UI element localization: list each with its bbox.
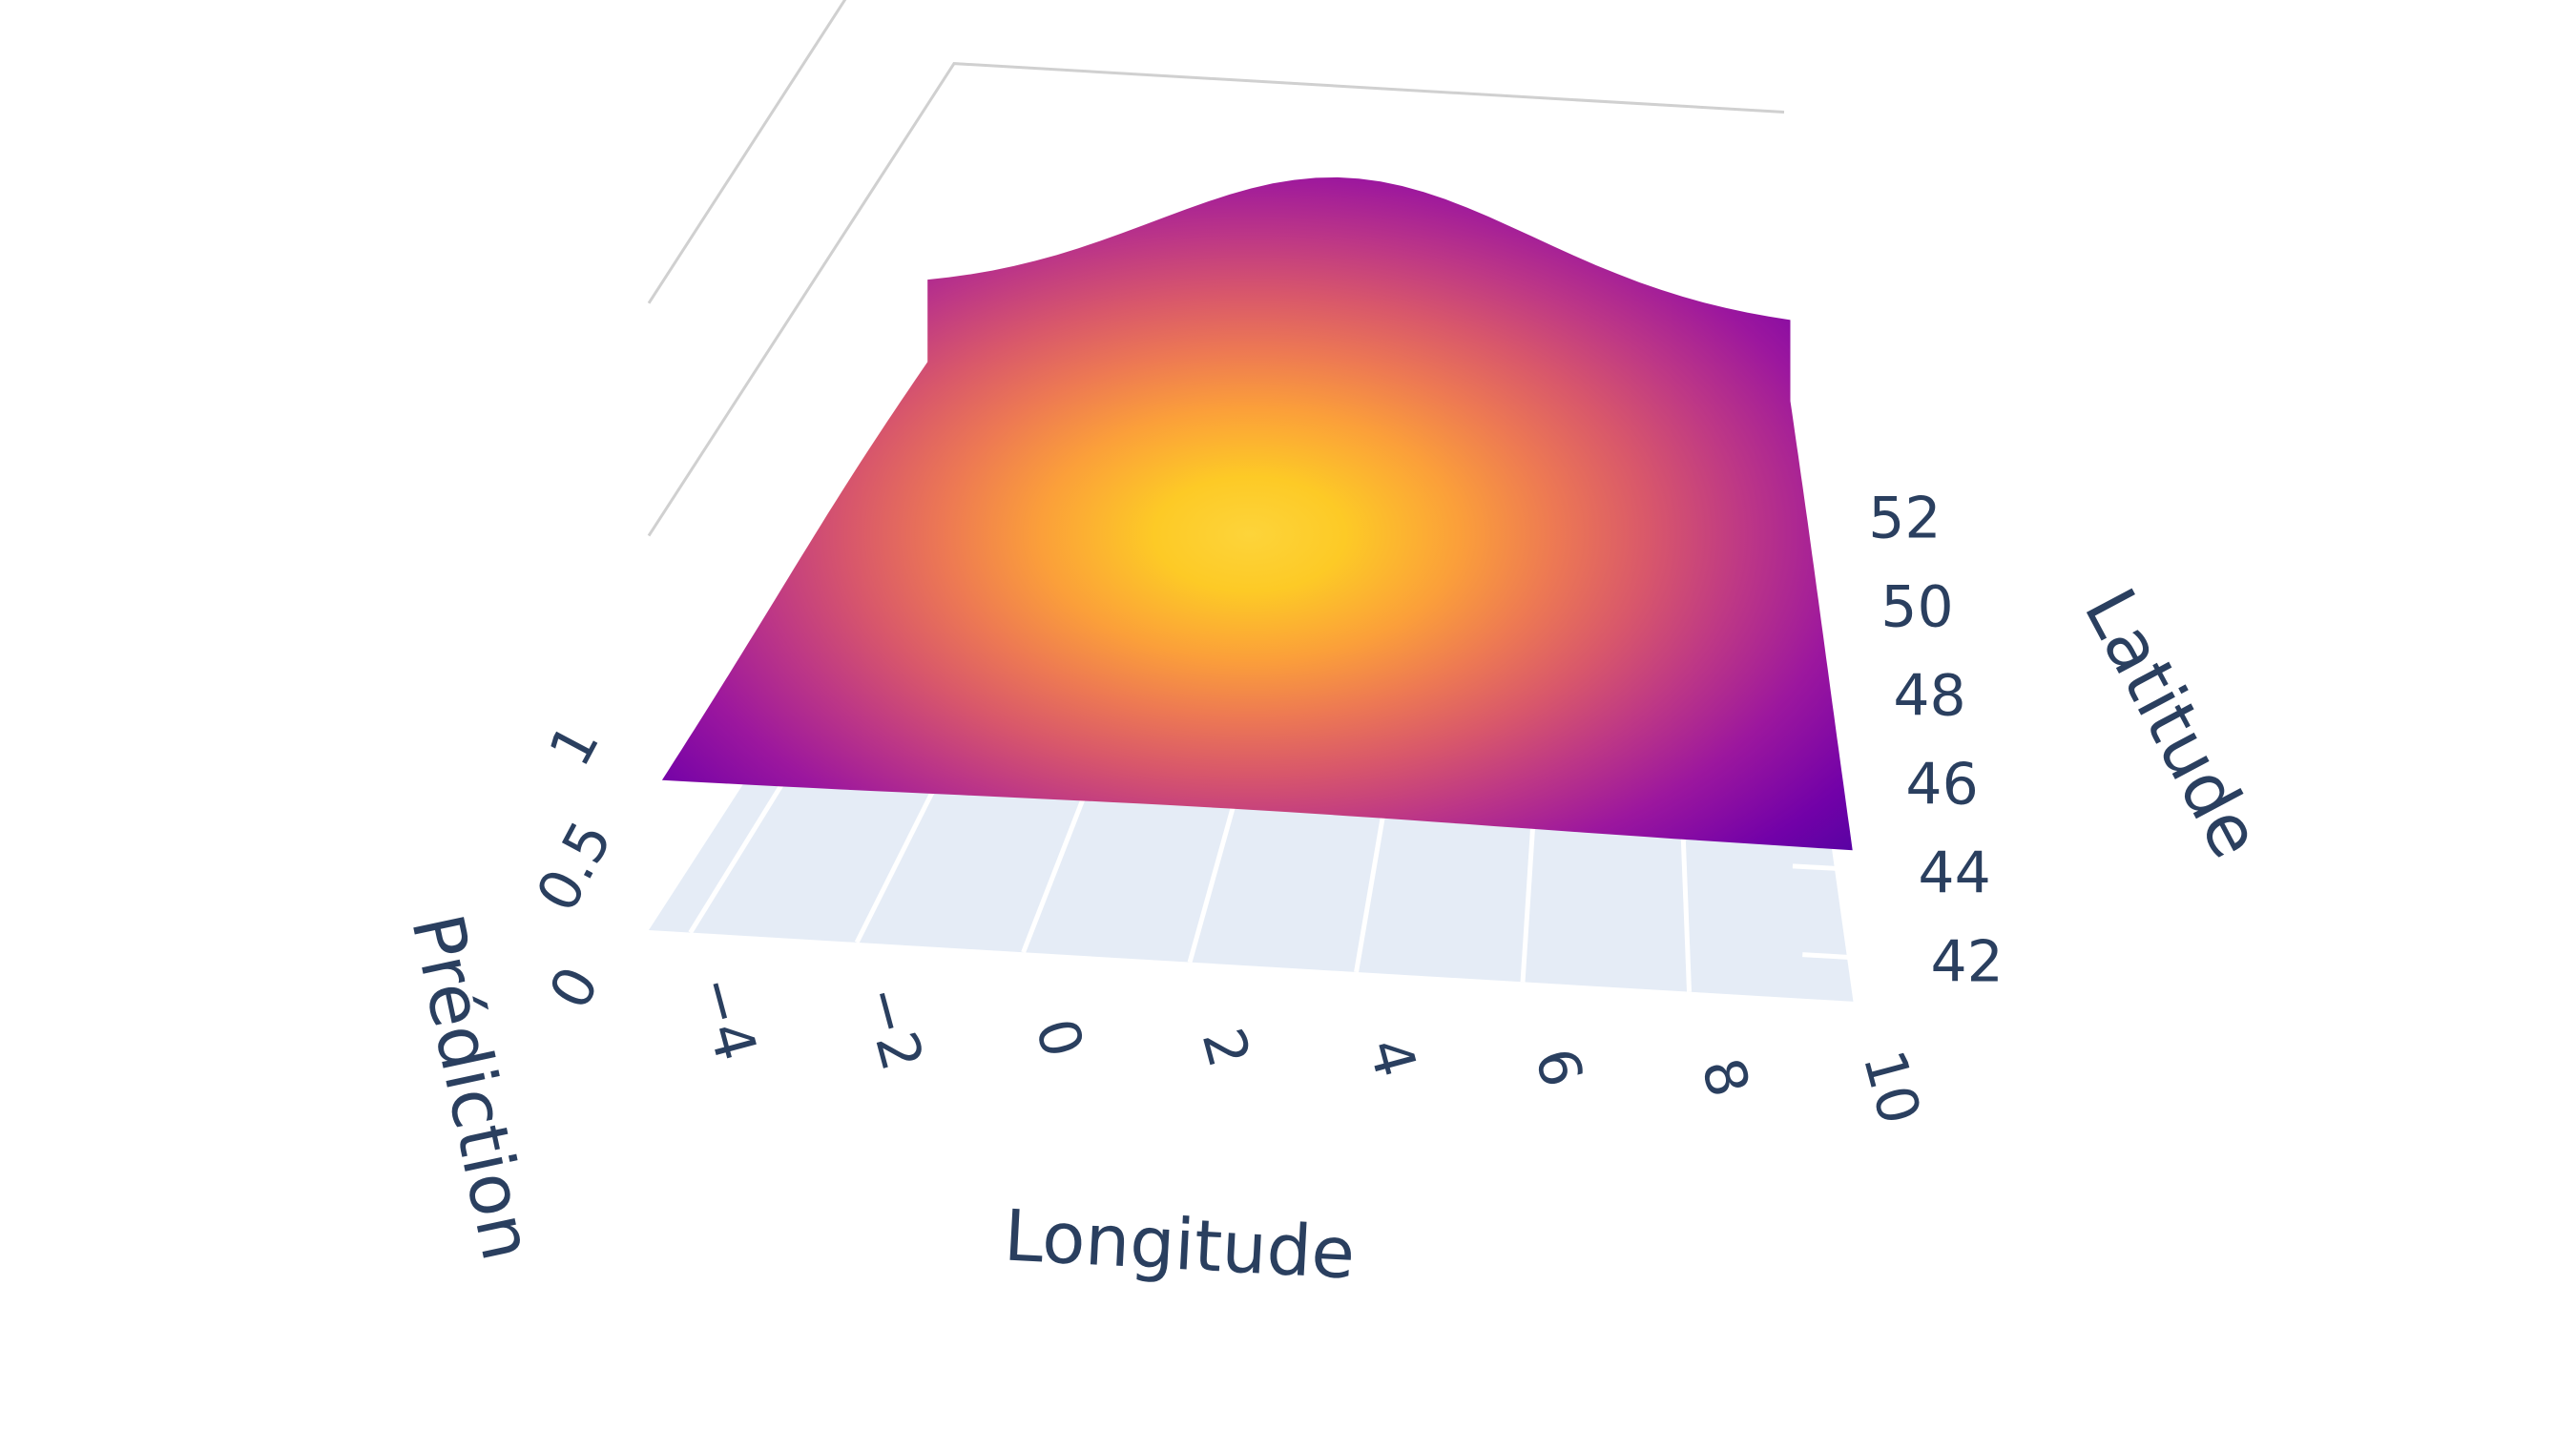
y-tick-label: 42 bbox=[1930, 928, 2003, 995]
y-tick-label: 52 bbox=[1868, 485, 1941, 551]
x-tick-label: 10 bbox=[1850, 1044, 1933, 1131]
surface bbox=[661, 176, 1853, 851]
z-tick-label: 1 bbox=[536, 714, 613, 778]
y-tick-label: 48 bbox=[1893, 662, 1965, 729]
z-tick-label: 0.5 bbox=[524, 811, 626, 923]
y-tick-label: 44 bbox=[1918, 840, 1990, 906]
x-tick-label: −4 bbox=[683, 969, 770, 1068]
z-axis-title: Prédiction bbox=[395, 907, 549, 1267]
x-tick-label: −2 bbox=[849, 979, 936, 1078]
x-tick-label: 6 bbox=[1522, 1042, 1595, 1094]
y-tick-label: 50 bbox=[1880, 573, 1953, 640]
x-tick-label: 0 bbox=[1022, 1012, 1095, 1065]
y-axis-ticks: 42 44 46 48 50 52 bbox=[1868, 485, 2004, 995]
x-tick-label: 4 bbox=[1355, 1031, 1428, 1084]
x-tick-label: 8 bbox=[1688, 1051, 1761, 1104]
y-axis-title: Latitude bbox=[2068, 576, 2277, 871]
z-axis-back-wall-lines bbox=[647, 0, 1785, 537]
z-axis-ticks: 00.51 bbox=[524, 714, 626, 1020]
x-tick-label: 2 bbox=[1189, 1022, 1262, 1074]
x-axis-title: Longitude bbox=[1002, 1194, 1357, 1295]
z-tick-label: 0 bbox=[536, 956, 613, 1020]
y-tick-label: 46 bbox=[1905, 751, 1978, 818]
